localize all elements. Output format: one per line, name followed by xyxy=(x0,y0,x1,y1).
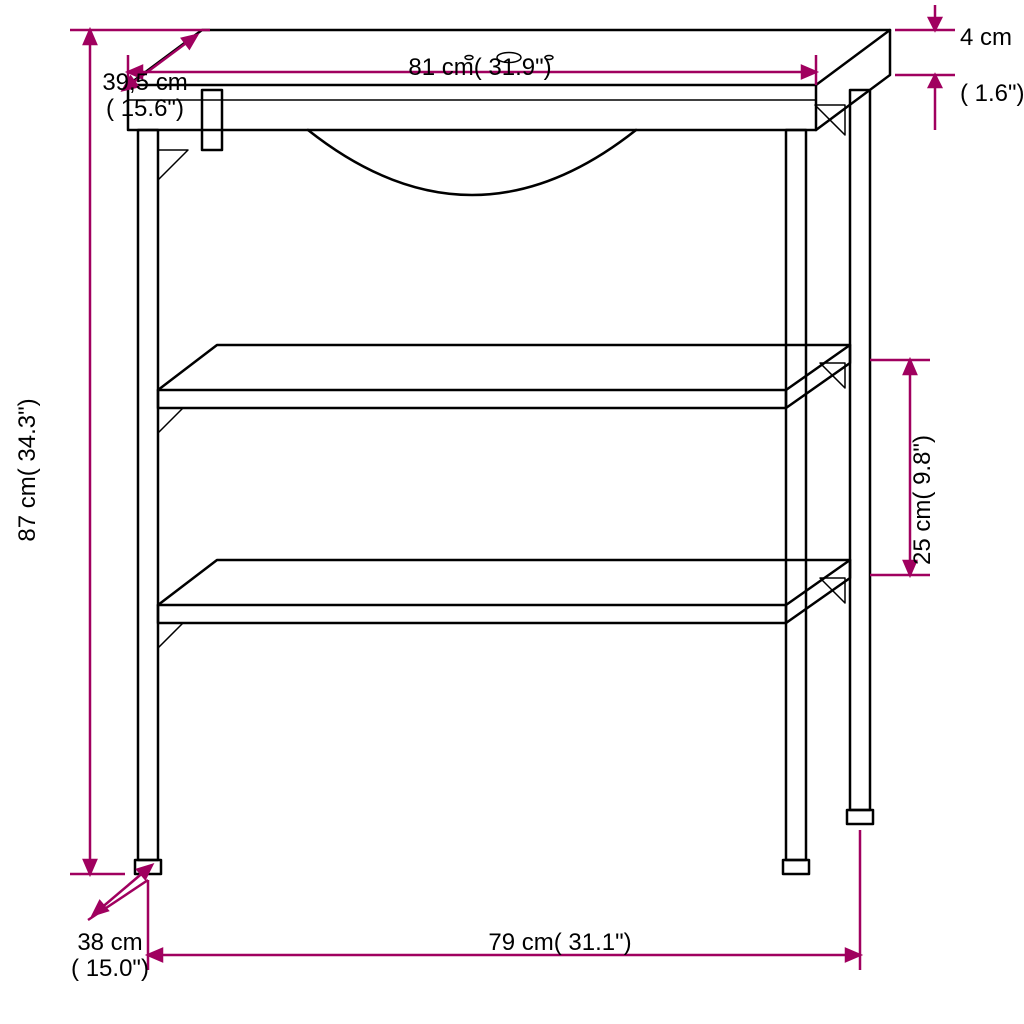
dimension-labels: 87 cm( 34.3") 25 cm( 9.8") 81 cm( 31.9") 39… xyxy=(14,24,1024,982)
dim-top-width: 81 cm( 31.9") xyxy=(408,54,551,81)
dim-bottom-depth: 38 cm( 15.0") xyxy=(71,929,149,982)
dim-top-depth: 39,5 cm( 15.6") xyxy=(102,69,187,122)
dim-basin-rim: 4 cm( 1.6") xyxy=(960,24,1024,107)
dim-height_total: 87 cm( 34.3") xyxy=(14,398,41,541)
dim-height_shelf_gap: 25 cm( 9.8") xyxy=(909,435,936,565)
furniture-outline xyxy=(128,30,890,874)
dim-bottom-width: 79 cm( 31.1") xyxy=(488,929,631,956)
